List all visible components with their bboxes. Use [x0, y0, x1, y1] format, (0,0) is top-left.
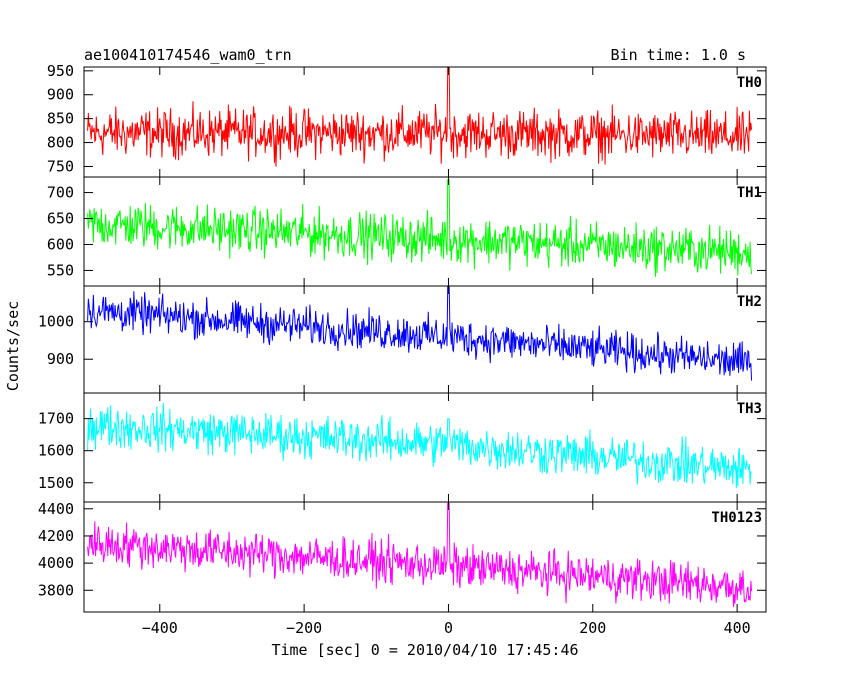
x-tick-label: 200: [579, 619, 606, 637]
y-tick-label-th3: 1700: [38, 410, 74, 428]
x-axis: −400 −200 0 200 400: [142, 619, 751, 637]
panel-frame-th0123: [83, 501, 767, 613]
y-tick-label-th1: 600: [47, 235, 74, 253]
x-tick-label: −200: [286, 619, 322, 637]
y-tick-label-th2: 1000: [38, 313, 74, 331]
x-tick-label: 400: [724, 619, 751, 637]
x-tick-label: −400: [142, 619, 178, 637]
y-tick-label-th0123: 3800: [38, 581, 74, 599]
panel-frame-th2: [83, 285, 767, 394]
panel-label-th2: TH2: [737, 294, 762, 310]
panel-th1: 550 600 650 700 TH1: [47, 176, 767, 287]
panel-th0: 750 800 850 900 950 TH0: [47, 62, 767, 178]
y-tick-label-th0: 950: [47, 62, 74, 80]
series-line-th3: [87, 402, 752, 489]
series-line-th0123: [87, 502, 753, 607]
panel-th3: 1500 1600 1700 TH3: [38, 392, 767, 503]
panels-layer: 750 800 850 900 950 TH0 550 600 650 700 TH1 900 1000…: [38, 62, 767, 613]
y-tick-label-th3: 1600: [38, 442, 74, 460]
series-line-th2: [87, 286, 753, 381]
y-tick-label-th1: 650: [47, 210, 74, 228]
y-tick-label-th3: 1500: [38, 474, 74, 492]
panel-th0123: 3800 4000 4200 4400 TH0123: [38, 500, 767, 613]
series-line-th0: [87, 67, 753, 167]
y-tick-label-th1: 550: [47, 261, 74, 279]
x-tick-label: 0: [444, 619, 453, 637]
chart-title: ae100410174546_wam0_trn: [84, 46, 292, 64]
y-tick-label-th0123: 4400: [38, 500, 74, 518]
y-axis-label: Counts/sec: [4, 301, 22, 391]
bin-time-label: Bin time: 1.0 s: [611, 46, 746, 64]
panel-label-th0123: TH0123: [711, 510, 762, 526]
x-axis-label: Time [sec] 0 = 2010/04/10 17:45:46: [271, 641, 578, 659]
y-tick-label-th2: 900: [47, 350, 74, 368]
y-tick-label-th0123: 4200: [38, 527, 74, 545]
series-line-th1: [87, 179, 753, 277]
y-tick-label-th0123: 4000: [38, 554, 74, 572]
y-tick-label-th0: 750: [47, 157, 74, 175]
y-tick-label-th0: 850: [47, 110, 74, 128]
y-tick-label-th0: 800: [47, 134, 74, 152]
panel-th2: 900 1000 TH2: [38, 285, 767, 394]
y-tick-label-th0: 900: [47, 86, 74, 104]
panel-label-th0: TH0: [737, 75, 762, 91]
panel-label-th1: TH1: [737, 185, 762, 201]
panel-label-th3: TH3: [737, 401, 762, 417]
y-tick-label-th1: 700: [47, 184, 74, 202]
